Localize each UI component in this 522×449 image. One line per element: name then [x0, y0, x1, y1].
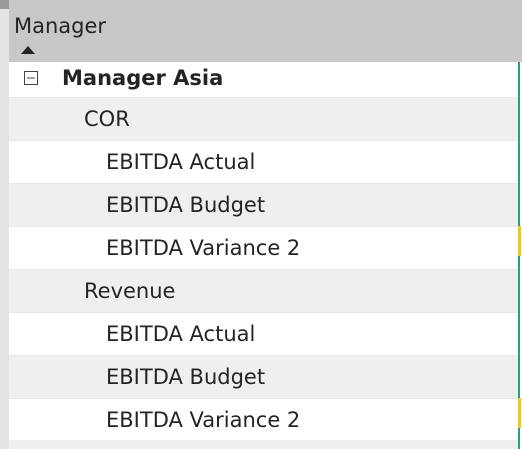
row-label: Manager Asia	[62, 66, 224, 90]
matrix-row[interactable]: Manager Asia	[9, 62, 518, 98]
corner	[0, 0, 9, 9]
row-tail	[9, 440, 518, 449]
matrix-row: COR	[9, 98, 518, 141]
row-label: EBITDA Variance 2	[106, 236, 301, 260]
column-header[interactable]: Manager	[9, 0, 522, 62]
row-label: Revenue	[84, 279, 176, 303]
row-label: EBITDA Budget	[106, 365, 266, 389]
indicator	[518, 226, 521, 256]
matrix-row: Revenue	[9, 270, 518, 313]
row-label: EBITDA Budget	[106, 193, 266, 217]
matrix-row: EBITDA Budget	[9, 184, 518, 227]
left-strip	[0, 0, 9, 449]
header-title: Manager	[14, 14, 107, 38]
collapse-icon[interactable]	[24, 71, 38, 85]
row-label: EBITDA Actual	[106, 150, 256, 174]
sort-arrow[interactable]	[21, 45, 35, 54]
row-label: COR	[84, 107, 130, 131]
row-label: EBITDA Actual	[106, 322, 256, 346]
matrix-row: EBITDA Variance 2	[9, 399, 518, 442]
matrix-row: EBITDA Budget	[9, 356, 518, 399]
matrix-rows: Manager Asia COR EBITDA Actual EBITDA Budge…	[9, 62, 518, 442]
matrix-row: EBITDA Actual	[9, 313, 518, 356]
matrix-row: EBITDA Actual	[9, 141, 518, 184]
indicator	[518, 398, 521, 428]
row-label: EBITDA Variance 2	[106, 408, 301, 432]
matrix-row: EBITDA Variance 2	[9, 227, 518, 270]
